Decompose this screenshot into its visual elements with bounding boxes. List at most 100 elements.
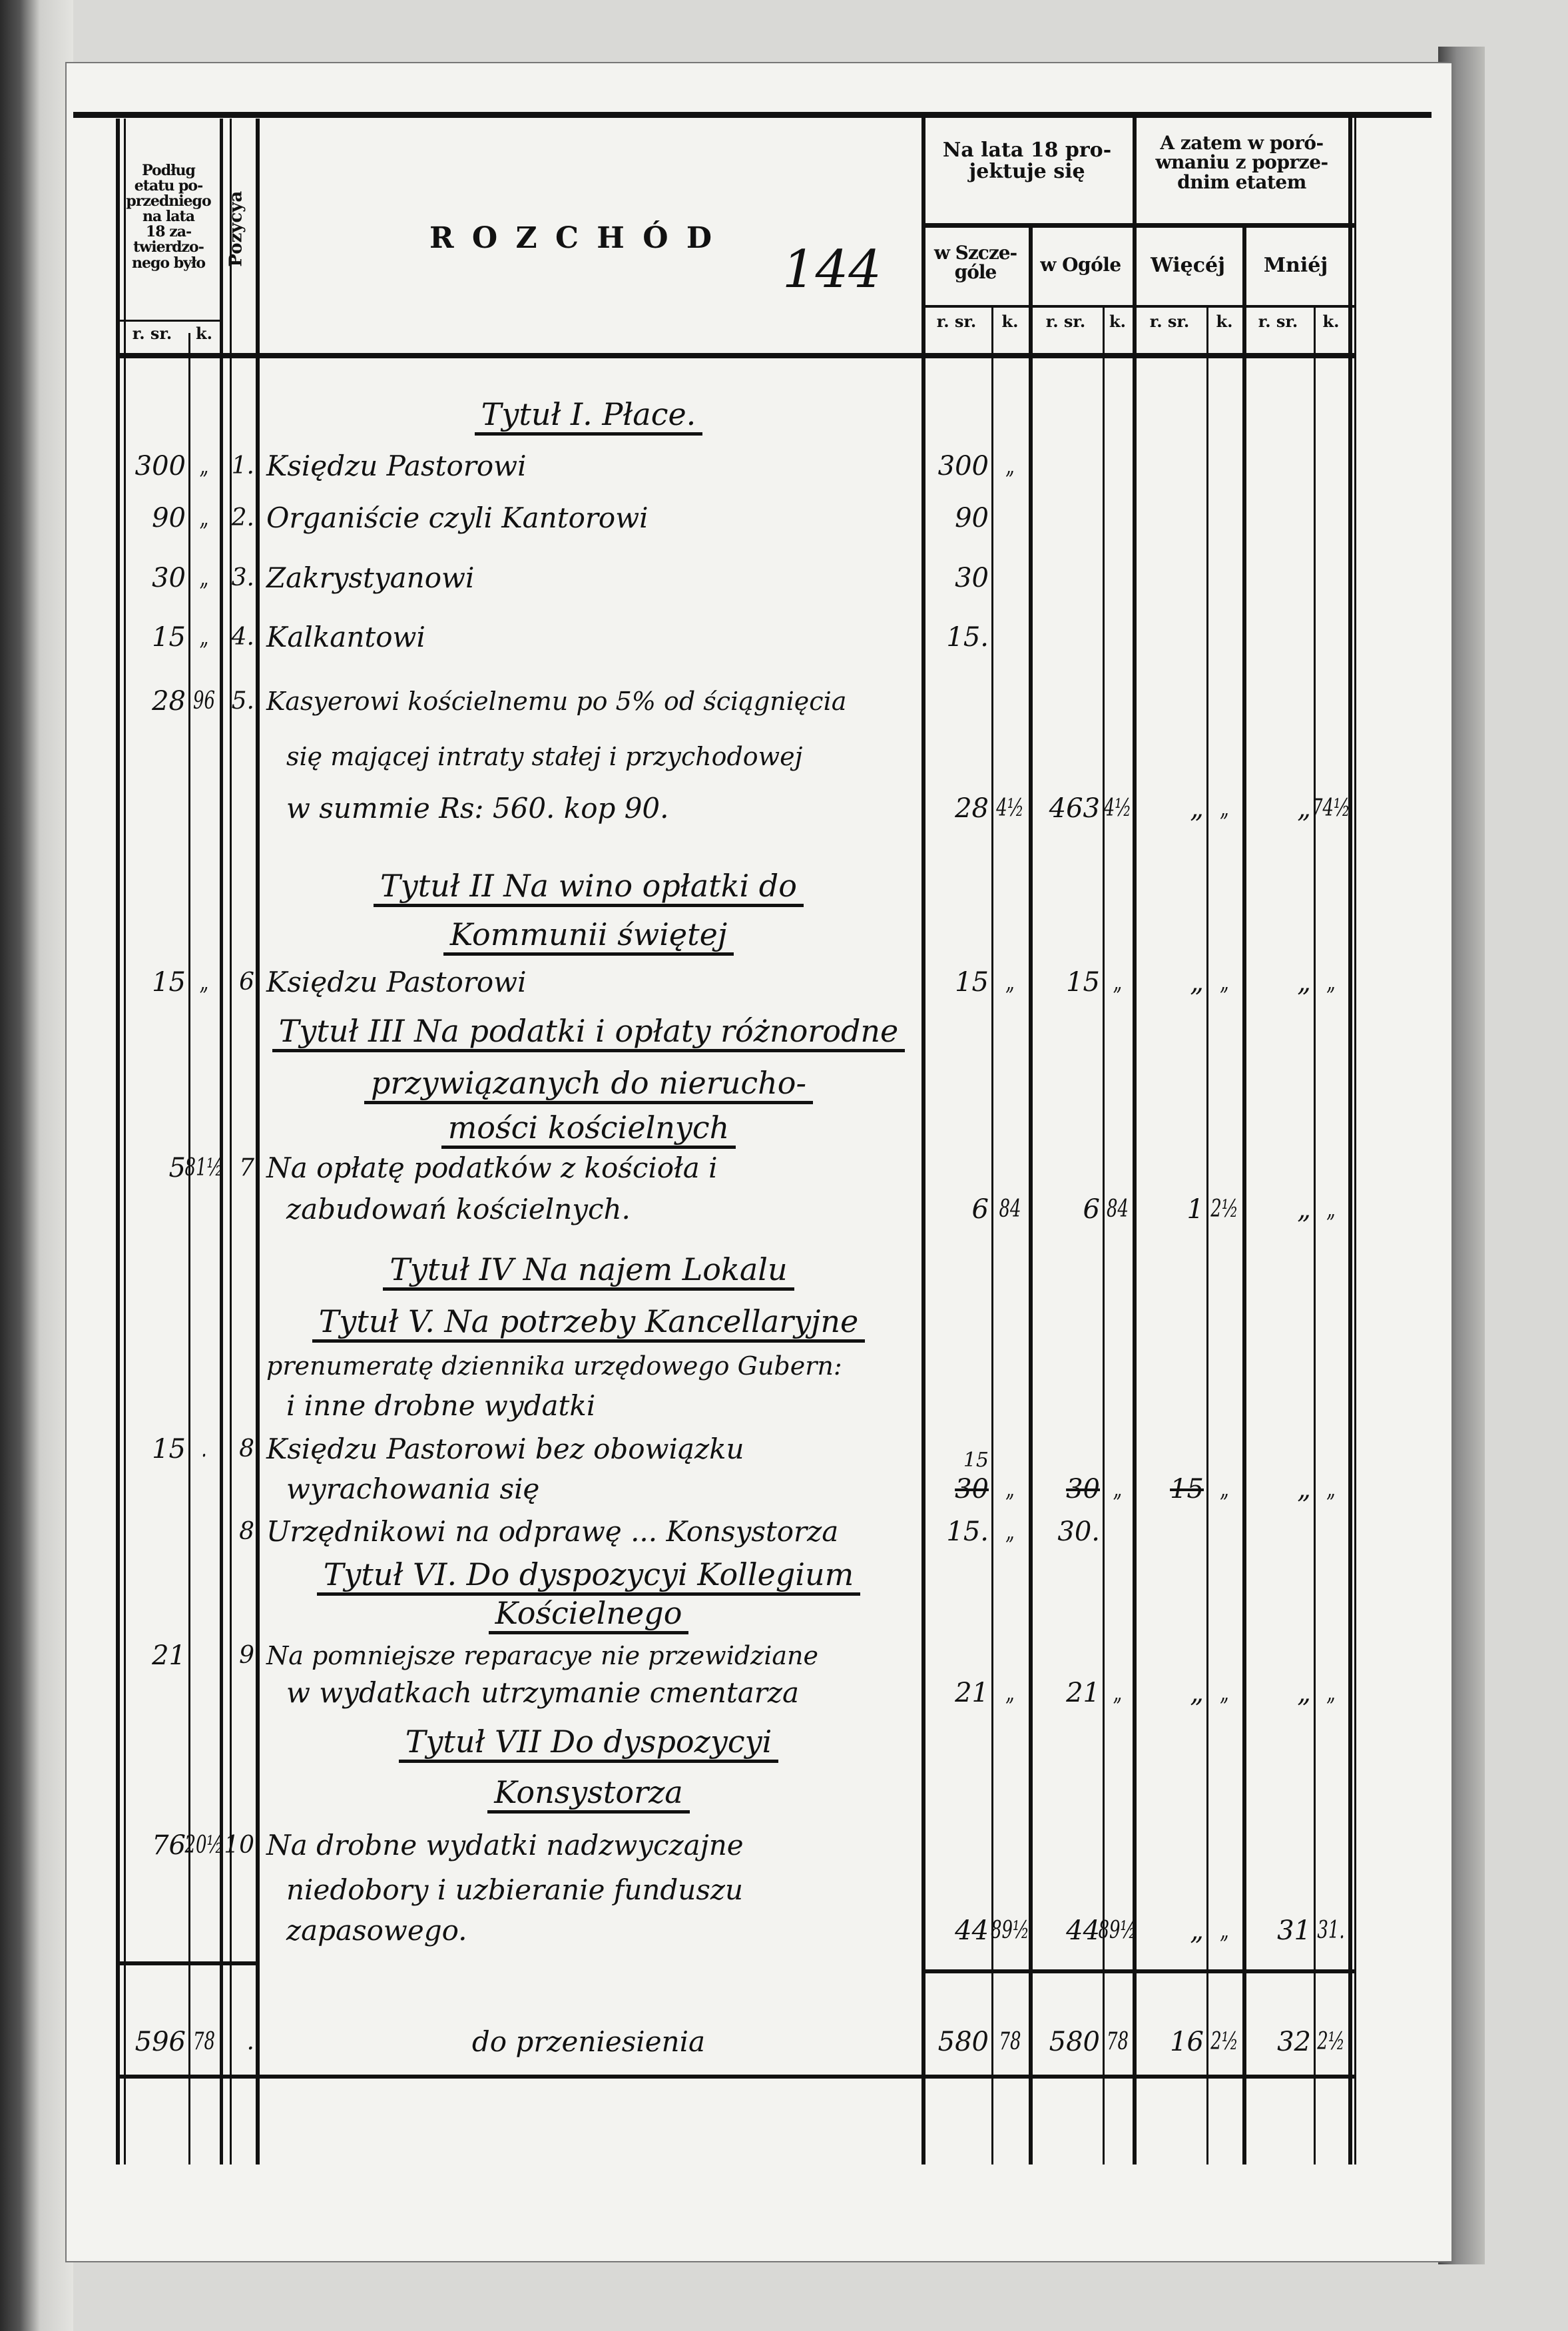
description-line: Księdzu Pastorowi	[266, 450, 527, 482]
og-k-cell: 84	[1107, 1195, 1129, 1223]
sz-k-cell: „	[1005, 452, 1015, 480]
wi-rs-cell: „	[1190, 1678, 1204, 1708]
description-line: Księdzu Pastorowi bez obowiązku	[266, 1433, 744, 1465]
in-detail-header: w Szcze- góle	[933, 242, 1017, 284]
unit-label-rs: r. sr.	[1149, 312, 1190, 331]
heading-line: Tytuł I. Płace.	[256, 396, 921, 436]
mn-rs-cell: 32	[1277, 2027, 1311, 2057]
wi-k-cell: „	[1220, 1917, 1229, 1944]
row-rule	[921, 223, 1133, 228]
description-line: niedobory i uzbieranie funduszu	[286, 1873, 744, 1906]
og-rs-cell: 463	[1049, 793, 1100, 824]
heading-text: Tytuł III Na podatki i opłaty różnorodne	[272, 1013, 906, 1052]
og-k-cell: „	[1113, 1475, 1123, 1502]
prev-k-cell: „	[199, 968, 209, 996]
heading-text: Tytuł IV Na najem Lokalu	[383, 1251, 794, 1291]
heading-line: Kościelnego	[256, 1595, 921, 1634]
prev-rs-cell: 76	[152, 1830, 186, 1861]
ledger-page	[67, 63, 1451, 2261]
pos-cell: 6	[239, 968, 254, 996]
prev-k-cell: 81½	[184, 1154, 224, 1181]
sz-rs-correction: 15	[963, 1449, 989, 1472]
description-line: zapasowego.	[286, 1914, 467, 1947]
prev-rs-cell: 5	[168, 1153, 186, 1183]
wi-rs-cell: „	[1190, 1915, 1204, 1946]
og-k-cell: 89½	[1098, 1917, 1137, 1944]
sz-rs-cell: 15.	[946, 1516, 989, 1547]
pos-cell: 7	[239, 1154, 254, 1181]
column-rule	[1206, 306, 1208, 2164]
sz-rs-cell: 90	[955, 503, 989, 533]
heading-text: Tytuł V. Na potrzeby Kancellaryjne	[312, 1303, 866, 1343]
in-total-header: w Ogóle	[1040, 254, 1121, 276]
unit-label-rs: r. sr.	[1045, 312, 1086, 331]
page-title: R O Z C H Ó D	[429, 221, 716, 255]
projected-header: Na lata 18 pro- jektuje się	[942, 139, 1112, 183]
prev-rs-cell: 15	[152, 1434, 186, 1465]
mn-k-cell: „	[1326, 1475, 1336, 1502]
column-rule	[1029, 223, 1033, 2164]
column-rule	[116, 119, 120, 2164]
sz-k-cell: 84	[999, 1195, 1021, 1223]
pos-cell: 10	[224, 1832, 254, 1859]
mn-k-cell: „	[1326, 1679, 1336, 1706]
sz-k-cell: 4½	[996, 795, 1024, 822]
mn-rs-cell: „	[1297, 1474, 1311, 1504]
wi-rs-cell: 15	[1170, 1474, 1204, 1504]
sz-k-cell: „	[1005, 968, 1015, 996]
heading-text: Tytuł I. Płace.	[474, 396, 703, 436]
sz-k-cell: 78	[999, 2028, 1021, 2055]
row-rule	[1133, 223, 1354, 228]
column-rule	[1103, 306, 1105, 2164]
prev-k-cell: „	[199, 504, 209, 531]
wi-k-cell: „	[1220, 1475, 1229, 1502]
heading-line: Konsystorza	[256, 1774, 921, 1814]
column-rule	[256, 119, 260, 2164]
mn-rs-cell: 31	[1277, 1915, 1311, 1946]
mn-rs-cell: „	[1297, 1678, 1311, 1708]
pos-cell: 8	[239, 1518, 254, 1545]
column-rule	[230, 119, 232, 2164]
heading-text: Kommunii świętej	[443, 916, 734, 956]
column-rule	[1348, 113, 1352, 2164]
mn-rs-cell: „	[1297, 1194, 1311, 1225]
column-rule	[1133, 113, 1137, 2164]
description-line: wyrachowania się	[286, 1473, 540, 1505]
unit-label-k: k.	[1216, 312, 1233, 331]
og-rs-cell: 6	[1083, 1194, 1100, 1225]
unit-label-k: k.	[196, 324, 212, 343]
row-rule	[116, 2075, 1354, 2079]
heading-line: Tytuł III Na podatki i opłaty różnorodne	[256, 1013, 921, 1052]
sz-k-cell: „	[1005, 1518, 1015, 1545]
og-k-cell: „	[1113, 968, 1123, 996]
sz-rs-cell: 300	[937, 451, 989, 482]
mn-rs-cell: „	[1297, 793, 1311, 824]
mn-k-cell: 2½	[1317, 2028, 1345, 2055]
previous-budget-header: Podług etatu po- przedniego na lata 18 z…	[126, 162, 211, 272]
description-line: Kasyerowi kościelnemu po 5% od ściągnięc…	[266, 687, 847, 716]
prev-k-cell: „	[199, 623, 209, 651]
description-line: Księdzu Pastorowi	[266, 966, 527, 998]
og-rs-cell: 580	[1049, 2027, 1100, 2057]
og-rs-cell: 21	[1066, 1678, 1100, 1708]
sz-rs-cell: 21	[955, 1678, 989, 1708]
description-line: prenumeratę dziennika urzędowego Gubern:	[266, 1351, 842, 1381]
description-line: i inne drobne wydatki	[286, 1389, 596, 1422]
pos-cell: 5.	[231, 687, 254, 715]
description-line: w summie Rs: 560. kop 90.	[286, 792, 669, 825]
description-line: Na pomniejsze reparacye nie przewidziane	[266, 1641, 818, 1670]
position-header: Pozycya	[226, 190, 246, 267]
sz-rs-cell: 6	[971, 1194, 989, 1225]
description-line: do przeniesienia	[471, 2025, 706, 2058]
prev-rs-cell: 300	[134, 451, 186, 482]
wi-k-cell: 2½	[1210, 2028, 1238, 2055]
prev-k-cell: „	[199, 564, 209, 591]
pos-cell: 2.	[231, 504, 254, 531]
row-rule	[921, 1969, 1354, 1973]
page-number: 144	[782, 240, 882, 300]
pos-cell: 8	[239, 1435, 254, 1463]
prev-rs-cell: 15	[152, 622, 186, 653]
column-rule	[220, 119, 223, 2164]
row-rule	[921, 305, 1354, 308]
pos-cell: 4.	[231, 623, 254, 651]
